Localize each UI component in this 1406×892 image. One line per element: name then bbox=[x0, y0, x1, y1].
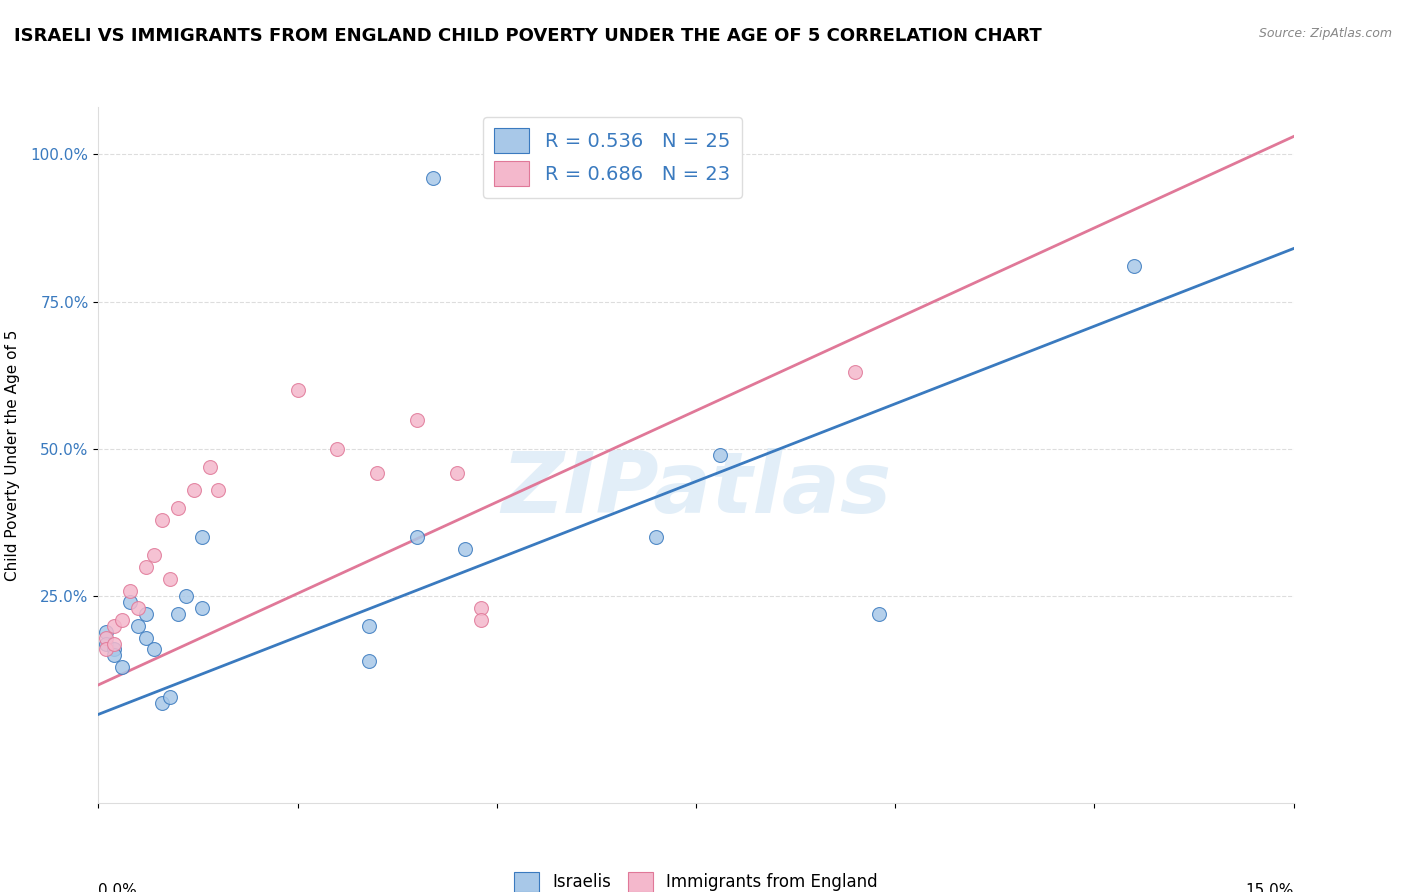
Point bbox=[143, 642, 166, 657]
Point bbox=[120, 595, 142, 609]
Point bbox=[868, 607, 890, 621]
Point bbox=[135, 607, 157, 621]
Point bbox=[207, 483, 229, 498]
Point bbox=[1123, 259, 1146, 273]
Point bbox=[159, 690, 181, 704]
Point bbox=[198, 459, 221, 474]
Point bbox=[191, 601, 214, 615]
Point bbox=[470, 613, 492, 627]
Point bbox=[120, 583, 142, 598]
Point bbox=[446, 466, 468, 480]
Point bbox=[103, 637, 125, 651]
Point bbox=[111, 660, 134, 674]
Point bbox=[174, 590, 197, 604]
Point bbox=[183, 483, 205, 498]
Point bbox=[844, 365, 866, 379]
Point bbox=[103, 648, 125, 663]
Point bbox=[159, 572, 181, 586]
Point bbox=[96, 624, 118, 639]
Point bbox=[111, 613, 134, 627]
Point bbox=[103, 642, 125, 657]
Point bbox=[406, 412, 429, 426]
Point bbox=[96, 637, 118, 651]
Point bbox=[359, 654, 381, 668]
Text: 0.0%: 0.0% bbox=[98, 883, 138, 892]
Point bbox=[135, 631, 157, 645]
Point bbox=[366, 466, 388, 480]
Text: ZIPatlas: ZIPatlas bbox=[501, 448, 891, 532]
Point bbox=[287, 383, 309, 397]
Point bbox=[167, 607, 190, 621]
Text: Source: ZipAtlas.com: Source: ZipAtlas.com bbox=[1258, 27, 1392, 40]
Point bbox=[127, 601, 149, 615]
Point bbox=[406, 531, 429, 545]
Point bbox=[135, 560, 157, 574]
Point bbox=[454, 542, 477, 557]
Point bbox=[96, 642, 118, 657]
Point bbox=[103, 619, 125, 633]
Y-axis label: Child Poverty Under the Age of 5: Child Poverty Under the Age of 5 bbox=[4, 329, 20, 581]
Point bbox=[359, 619, 381, 633]
Point bbox=[326, 442, 349, 456]
Point bbox=[709, 448, 731, 462]
Point bbox=[422, 170, 444, 185]
Point bbox=[127, 619, 149, 633]
Legend: Israelis, Immigrants from England: Israelis, Immigrants from England bbox=[508, 865, 884, 892]
Point bbox=[645, 531, 668, 545]
Text: 15.0%: 15.0% bbox=[1246, 883, 1294, 892]
Point bbox=[96, 631, 118, 645]
Point bbox=[167, 500, 190, 515]
Text: ISRAELI VS IMMIGRANTS FROM ENGLAND CHILD POVERTY UNDER THE AGE OF 5 CORRELATION : ISRAELI VS IMMIGRANTS FROM ENGLAND CHILD… bbox=[14, 27, 1042, 45]
Point bbox=[150, 696, 173, 710]
Point bbox=[143, 548, 166, 562]
Point bbox=[150, 513, 173, 527]
Point bbox=[191, 531, 214, 545]
Point bbox=[470, 601, 492, 615]
